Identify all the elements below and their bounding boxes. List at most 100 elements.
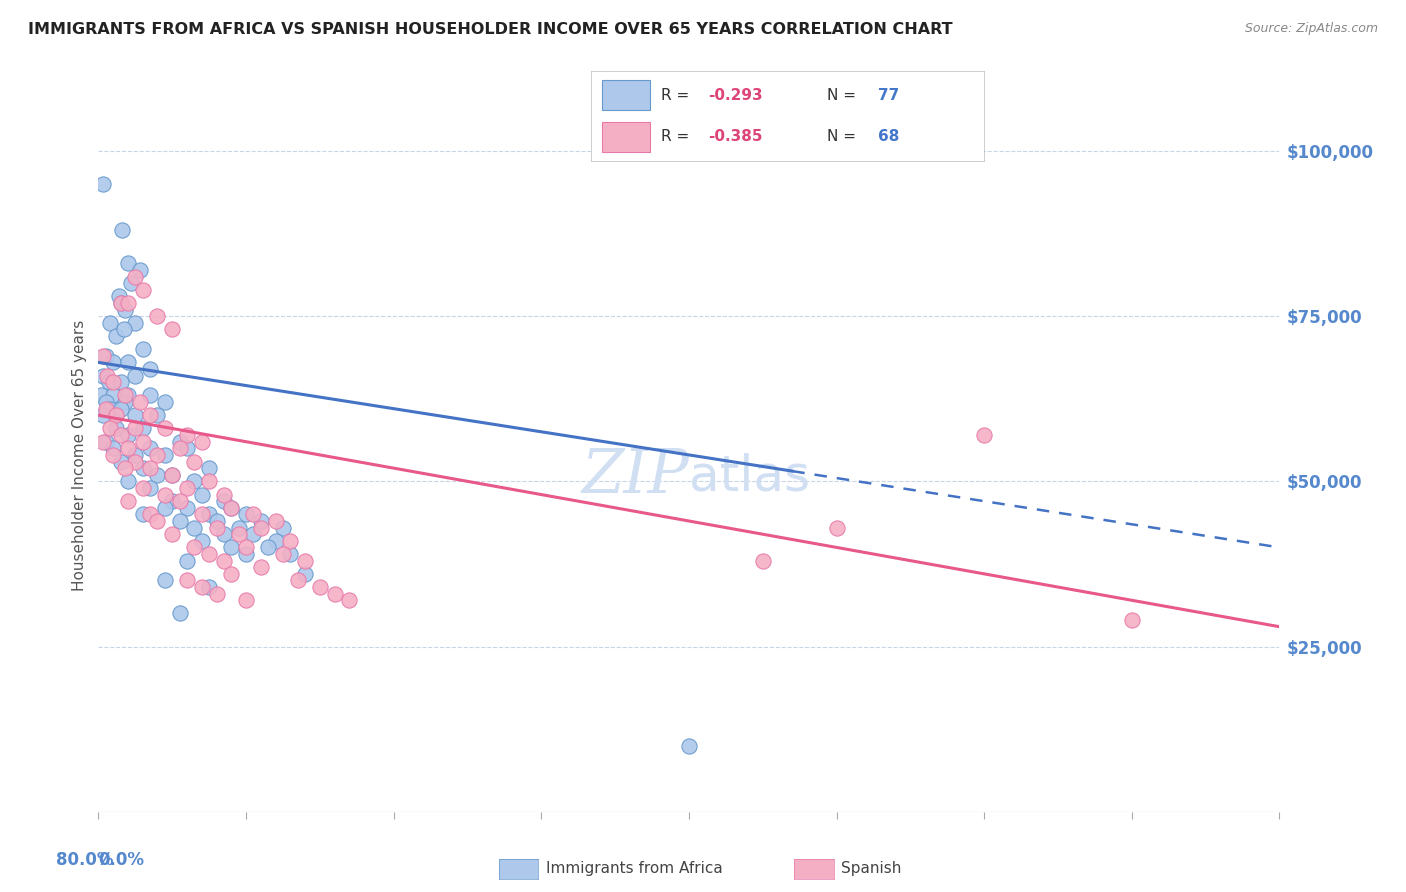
Point — [1121, 613, 1143, 627]
Point — [169, 442, 191, 456]
Point — [235, 593, 257, 607]
Point — [132, 508, 155, 522]
Point — [91, 368, 114, 383]
Point — [117, 475, 139, 489]
Text: 80.0%: 80.0% — [56, 851, 114, 869]
Point — [91, 349, 114, 363]
Point — [139, 362, 162, 376]
Point — [191, 580, 214, 594]
Point — [212, 527, 235, 541]
Point — [309, 580, 332, 594]
Point — [162, 322, 183, 336]
Text: Spanish: Spanish — [841, 862, 901, 876]
Point — [124, 454, 146, 468]
Point — [98, 401, 121, 416]
Point — [153, 574, 176, 588]
Point — [278, 547, 302, 561]
Point — [212, 494, 235, 508]
Point — [139, 481, 162, 495]
Point — [91, 409, 114, 423]
Point — [205, 514, 228, 528]
Point — [132, 421, 155, 435]
Point — [91, 177, 114, 191]
Point — [162, 467, 183, 482]
Point — [132, 283, 155, 297]
Text: ZIP: ZIP — [581, 446, 689, 507]
Point — [128, 263, 150, 277]
Text: -0.385: -0.385 — [709, 129, 763, 144]
Point — [110, 376, 132, 390]
Point — [124, 269, 146, 284]
Point — [264, 533, 287, 548]
Point — [153, 487, 176, 501]
Point — [103, 442, 125, 456]
Point — [176, 574, 198, 588]
Point — [117, 428, 139, 442]
Point — [242, 527, 264, 541]
Point — [132, 461, 155, 475]
Point — [124, 421, 146, 435]
Point — [97, 376, 120, 390]
Point — [221, 500, 243, 515]
Point — [198, 508, 221, 522]
Point — [176, 428, 198, 442]
Point — [242, 508, 264, 522]
Point — [825, 520, 848, 534]
Point — [91, 434, 114, 449]
Point — [153, 500, 176, 515]
Point — [132, 342, 155, 356]
Point — [751, 554, 773, 568]
Point — [139, 508, 162, 522]
Point — [120, 276, 142, 290]
Point — [176, 554, 198, 568]
Point — [146, 467, 169, 482]
Point — [235, 541, 257, 555]
Point — [176, 442, 198, 456]
Point — [250, 514, 273, 528]
Point — [271, 520, 294, 534]
Point — [153, 421, 176, 435]
Point — [264, 514, 287, 528]
Point — [176, 500, 198, 515]
Point — [111, 223, 134, 237]
Point — [250, 560, 273, 574]
Point — [235, 547, 257, 561]
Text: -0.293: -0.293 — [709, 88, 763, 103]
Text: 77: 77 — [877, 88, 900, 103]
Point — [132, 481, 155, 495]
Point — [146, 309, 169, 323]
Bar — [602, 122, 650, 152]
Point — [278, 533, 302, 548]
Point — [162, 467, 183, 482]
Point — [221, 541, 243, 555]
Point — [176, 481, 198, 495]
Point — [169, 607, 191, 621]
Point — [139, 388, 162, 402]
Point — [153, 395, 176, 409]
Y-axis label: Householder Income Over 65 years: Householder Income Over 65 years — [72, 319, 87, 591]
Point — [257, 541, 280, 555]
Point — [124, 448, 146, 462]
Point — [183, 454, 205, 468]
Point — [124, 316, 146, 330]
Text: N =: N = — [827, 88, 860, 103]
Text: atlas: atlas — [689, 452, 810, 500]
Point — [250, 520, 273, 534]
Point — [105, 329, 128, 343]
Point — [228, 527, 250, 541]
Point — [294, 566, 316, 581]
Point — [105, 421, 128, 435]
Point — [198, 547, 221, 561]
Point — [198, 475, 221, 489]
Point — [94, 349, 117, 363]
Point — [271, 547, 294, 561]
Point — [339, 593, 360, 607]
Point — [117, 442, 139, 456]
Point — [128, 395, 150, 409]
Point — [169, 494, 191, 508]
Point — [98, 421, 121, 435]
Text: R =: R = — [661, 129, 695, 144]
Text: Immigrants from Africa: Immigrants from Africa — [546, 862, 723, 876]
Point — [287, 574, 309, 588]
Text: IMMIGRANTS FROM AFRICA VS SPANISH HOUSEHOLDER INCOME OVER 65 YEARS CORRELATION C: IMMIGRANTS FROM AFRICA VS SPANISH HOUSEH… — [28, 22, 953, 37]
